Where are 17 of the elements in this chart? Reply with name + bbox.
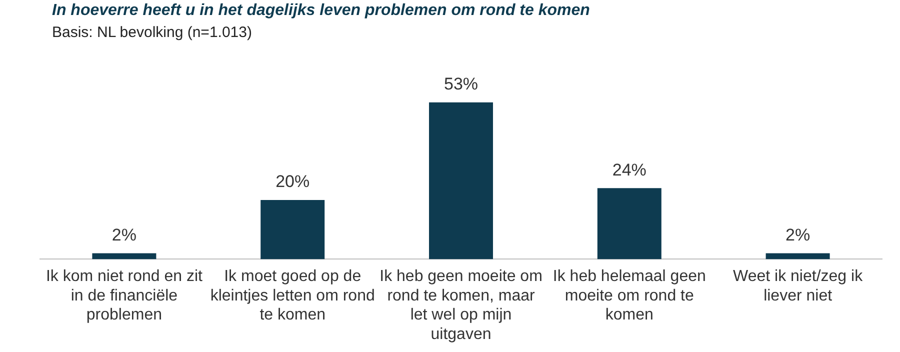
data-label: 20% [276,172,310,192]
bar [429,102,493,260]
data-label: 24% [612,160,646,180]
x-tick-label: Weet ik niet/zeg ik liever niet [733,268,864,304]
chart-subtitle: Basis: NL bevolking (n=1.013) [52,24,252,41]
bar [92,253,156,260]
bar [260,200,325,260]
bar [766,253,830,260]
data-label: 53% [444,74,478,94]
x-tick-label: Ik heb helemaal geen moeite om rond te komen [552,268,706,324]
chart-title: In hoeverre heeft u in het dagelijks leven problemen om rond te komen [52,2,590,20]
data-label: 2% [786,225,810,244]
bar [597,188,662,260]
data-label: 2% [112,225,136,244]
x-tick-label: Ik heb geen moeite om rond te komen, maar let wel op mijn uitgaven [380,268,542,343]
x-tick-label: Ik moet goed op de kleintjes letten om rond te komen [210,268,375,324]
x-tick-label: Ik kom niet rond en zit in de financiële problemen [46,268,204,324]
